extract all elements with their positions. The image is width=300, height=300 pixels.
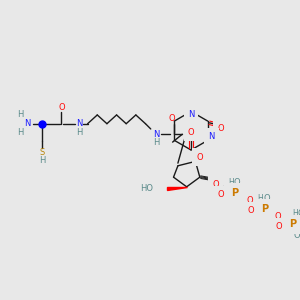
Text: P: P xyxy=(231,188,239,198)
Text: N: N xyxy=(76,119,82,128)
Text: H: H xyxy=(229,178,234,187)
Text: S: S xyxy=(39,148,45,157)
Text: O: O xyxy=(58,103,65,112)
Text: O: O xyxy=(247,196,253,205)
Text: N: N xyxy=(188,110,194,119)
Text: O: O xyxy=(218,190,224,199)
Text: H: H xyxy=(299,230,300,239)
Text: HO: HO xyxy=(140,184,153,193)
Text: O: O xyxy=(218,124,224,134)
Text: H: H xyxy=(76,128,82,137)
Text: H: H xyxy=(257,194,263,203)
Text: H: H xyxy=(39,156,45,165)
Text: O: O xyxy=(275,222,282,231)
Text: O: O xyxy=(294,230,300,239)
Text: N: N xyxy=(153,130,159,139)
Text: O: O xyxy=(297,209,300,218)
Text: H: H xyxy=(215,125,221,134)
Text: P: P xyxy=(289,220,296,230)
Text: H: H xyxy=(153,139,159,148)
Text: O: O xyxy=(274,212,281,221)
Text: N: N xyxy=(208,132,214,141)
Text: O: O xyxy=(233,178,240,187)
Text: O: O xyxy=(263,194,270,203)
Text: H: H xyxy=(17,110,23,119)
Text: H: H xyxy=(292,209,298,218)
Text: N: N xyxy=(24,119,30,128)
Text: O: O xyxy=(247,206,254,215)
Text: P: P xyxy=(261,204,268,214)
Text: O: O xyxy=(196,152,203,161)
Text: H: H xyxy=(17,128,23,137)
Text: O: O xyxy=(169,114,175,123)
Polygon shape xyxy=(167,187,187,190)
Text: O: O xyxy=(188,128,194,137)
Text: O: O xyxy=(212,180,219,189)
